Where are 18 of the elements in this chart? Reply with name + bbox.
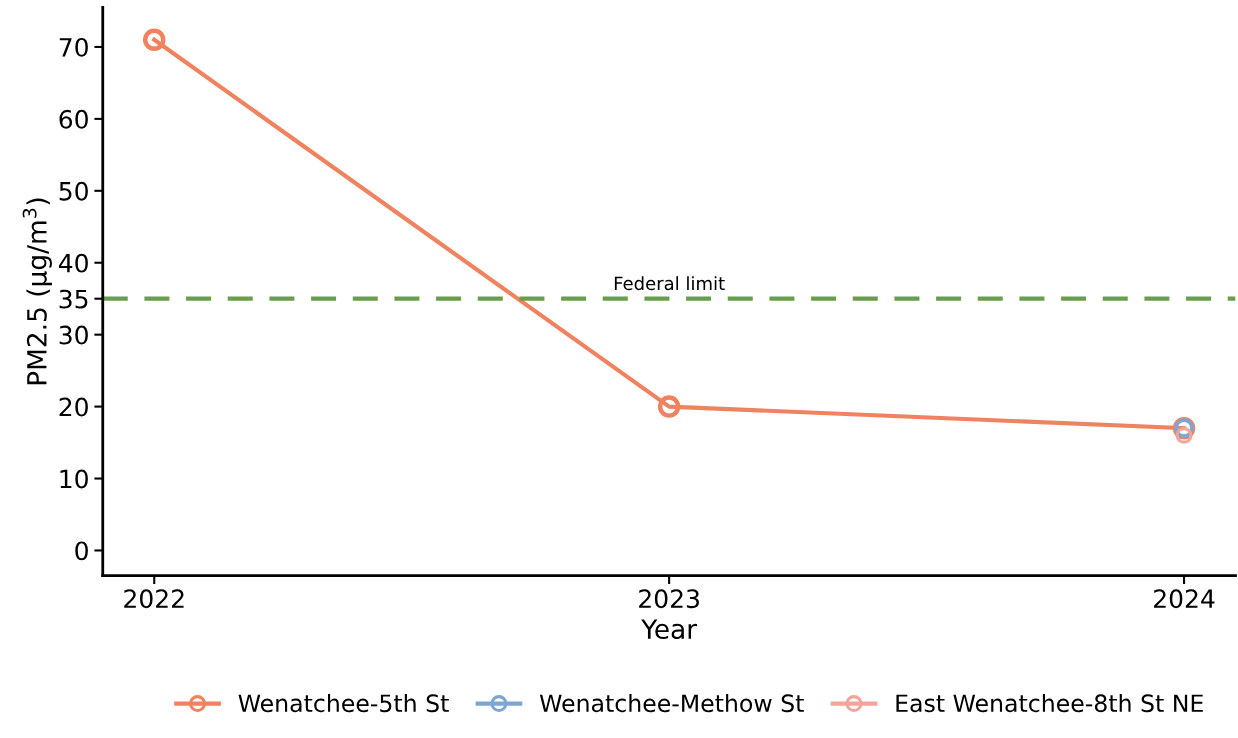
legend-label: Wenatchee-Methow St <box>539 693 804 713</box>
legend-label: East Wenatchee-8th St NE <box>896 693 1203 713</box>
x-tick-label: 2024 <box>1154 589 1215 609</box>
x-tick-label: 2022 <box>124 589 184 609</box>
x-tick-label: 2023 <box>639 589 699 609</box>
y-tick-label: 20 <box>59 397 88 417</box>
y-tick-label: 50 <box>59 181 88 201</box>
x-axis-title: Year <box>641 619 698 640</box>
y-tick-label: 40 <box>58 253 88 273</box>
y-tick-label: 35 <box>59 289 88 309</box>
y-tick-label: 70 <box>59 37 88 57</box>
legend-label: Wenatchee-5th St <box>238 693 449 713</box>
y-tick-label: 30 <box>59 325 88 345</box>
y-tick-label: 0 <box>75 541 88 561</box>
y-tick-label: 10 <box>60 469 88 489</box>
y-tick-label: 60 <box>59 109 88 129</box>
ref-line-label: Federal limit <box>614 276 725 291</box>
y-axis-title: PM2.5 (µg/m$^{3}$) <box>22 198 52 385</box>
